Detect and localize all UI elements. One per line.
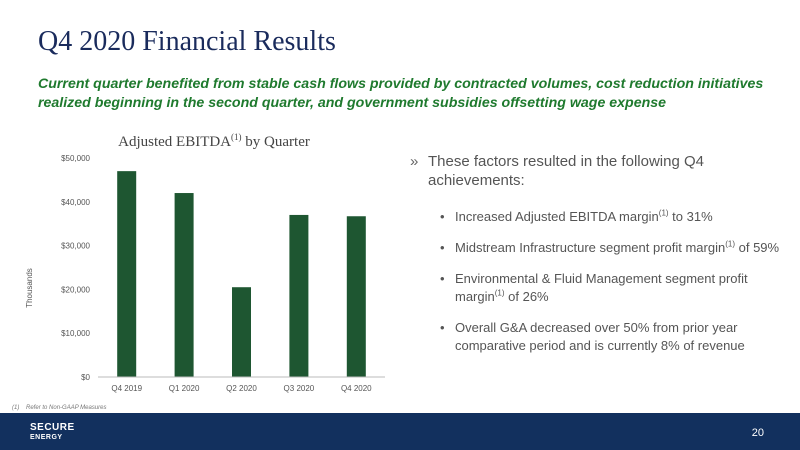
bullet-dot-icon: • [440, 209, 445, 224]
y-tick-label: $40,000 [61, 198, 90, 207]
achievement-list: • Increased Adjusted EBITDA margin(1) to … [410, 208, 780, 355]
x-tick-label: Q4 2019 [111, 384, 142, 393]
footnote: (1) Refer to Non-GAAP Measures [12, 405, 107, 411]
y-axis-label: Thousands [25, 268, 34, 308]
y-tick-label: $10,000 [61, 329, 90, 338]
bullet-section: » These factors resulted in the followin… [410, 152, 780, 368]
list-item: • Environmental & Fluid Management segmen… [440, 271, 748, 304]
bar-q4-2019 [117, 171, 137, 377]
slide-subtitle: Current quarter benefited from stable ca… [38, 76, 764, 111]
bullet-dot-icon: • [440, 271, 445, 286]
list-item: • Overall G&A decreased over 50% from pri… [440, 320, 745, 353]
y-tick-label: $20,000 [61, 285, 90, 294]
bar-q2-2020 [232, 287, 251, 377]
x-tick-label: Q2 2020 [226, 384, 257, 393]
bullet-dot-icon: • [440, 240, 445, 255]
list-item: • Midstream Infrastructure segment profit… [440, 239, 780, 255]
page-number: 20 [751, 427, 764, 439]
company-logo: SECURE ENERGY [30, 422, 75, 442]
main-bullet: » These factors resulted in the followin… [410, 152, 780, 190]
double-chevron-icon: » [410, 153, 419, 170]
x-tick-label: Q4 2020 [341, 384, 372, 393]
main-bullet-text: These factors resulted in the following … [428, 153, 704, 189]
bullet-dot-icon: • [440, 320, 445, 335]
slide-title: Q4 2020 Financial Results [38, 26, 336, 57]
ebitda-bar-chart: Adjusted EBITDA(1) by Quarter Thousands … [25, 132, 385, 393]
bar-q1-2020 [174, 193, 194, 377]
bar-q4-2020 [346, 216, 366, 377]
x-tick-label: Q1 2020 [169, 384, 200, 393]
x-tick-label: Q3 2020 [284, 384, 315, 393]
y-tick-label: $30,000 [61, 242, 90, 251]
y-tick-label: $0 [81, 373, 90, 382]
footer-bar: SECURE ENERGY 20 [0, 413, 800, 450]
y-tick-label: $50,000 [61, 154, 90, 163]
chart-title: Adjusted EBITDA(1) by Quarter [118, 132, 310, 150]
bar-q3-2020 [289, 214, 309, 377]
list-item: • Increased Adjusted EBITDA margin(1) to … [440, 208, 713, 224]
